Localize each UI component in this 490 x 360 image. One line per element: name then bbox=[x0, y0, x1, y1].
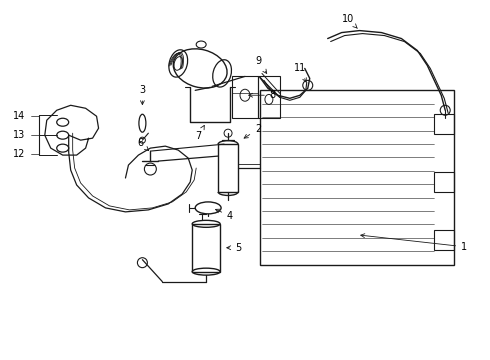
Text: 14: 14 bbox=[13, 111, 25, 121]
Text: 2: 2 bbox=[244, 124, 261, 138]
Text: 12: 12 bbox=[12, 149, 25, 159]
Text: 5: 5 bbox=[227, 243, 241, 253]
Text: 6: 6 bbox=[137, 138, 148, 150]
Text: 8: 8 bbox=[249, 90, 276, 100]
Text: 9: 9 bbox=[255, 57, 267, 73]
Text: 4: 4 bbox=[216, 209, 233, 221]
Text: 11: 11 bbox=[294, 63, 306, 82]
Text: 7: 7 bbox=[195, 125, 204, 141]
Text: 1: 1 bbox=[361, 234, 467, 252]
Text: 3: 3 bbox=[139, 85, 146, 104]
Text: 13: 13 bbox=[13, 130, 25, 140]
Text: 10: 10 bbox=[342, 14, 357, 28]
